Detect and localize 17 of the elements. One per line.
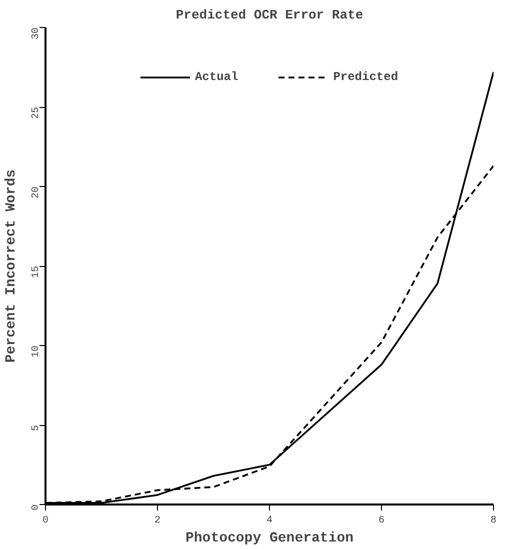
y-tick-label: 15 (31, 266, 42, 278)
x-tick-label: 0 (42, 516, 49, 526)
y-axis-title: Percent Incorrect Words (4, 169, 20, 363)
x-tick-label: 8 (490, 516, 497, 526)
x-tick-label: 4 (266, 516, 273, 526)
y-tick-label: 0 (31, 504, 42, 510)
x-tick-label: 2 (154, 516, 161, 526)
y-tick-label: 20 (31, 186, 42, 198)
y-tick-label: 5 (31, 424, 42, 431)
chart-title: Predicted OCR Error Rate (176, 8, 364, 22)
legend-label: Actual (194, 70, 238, 84)
y-tick-label: 25 (31, 106, 42, 119)
y-tick-label: 30 (31, 27, 42, 40)
x-axis-title: Photocopy Generation (185, 530, 354, 546)
legend-label: Predicted (333, 70, 398, 84)
x-tick-label: 6 (378, 516, 385, 526)
y-tick-label: 10 (31, 345, 42, 358)
